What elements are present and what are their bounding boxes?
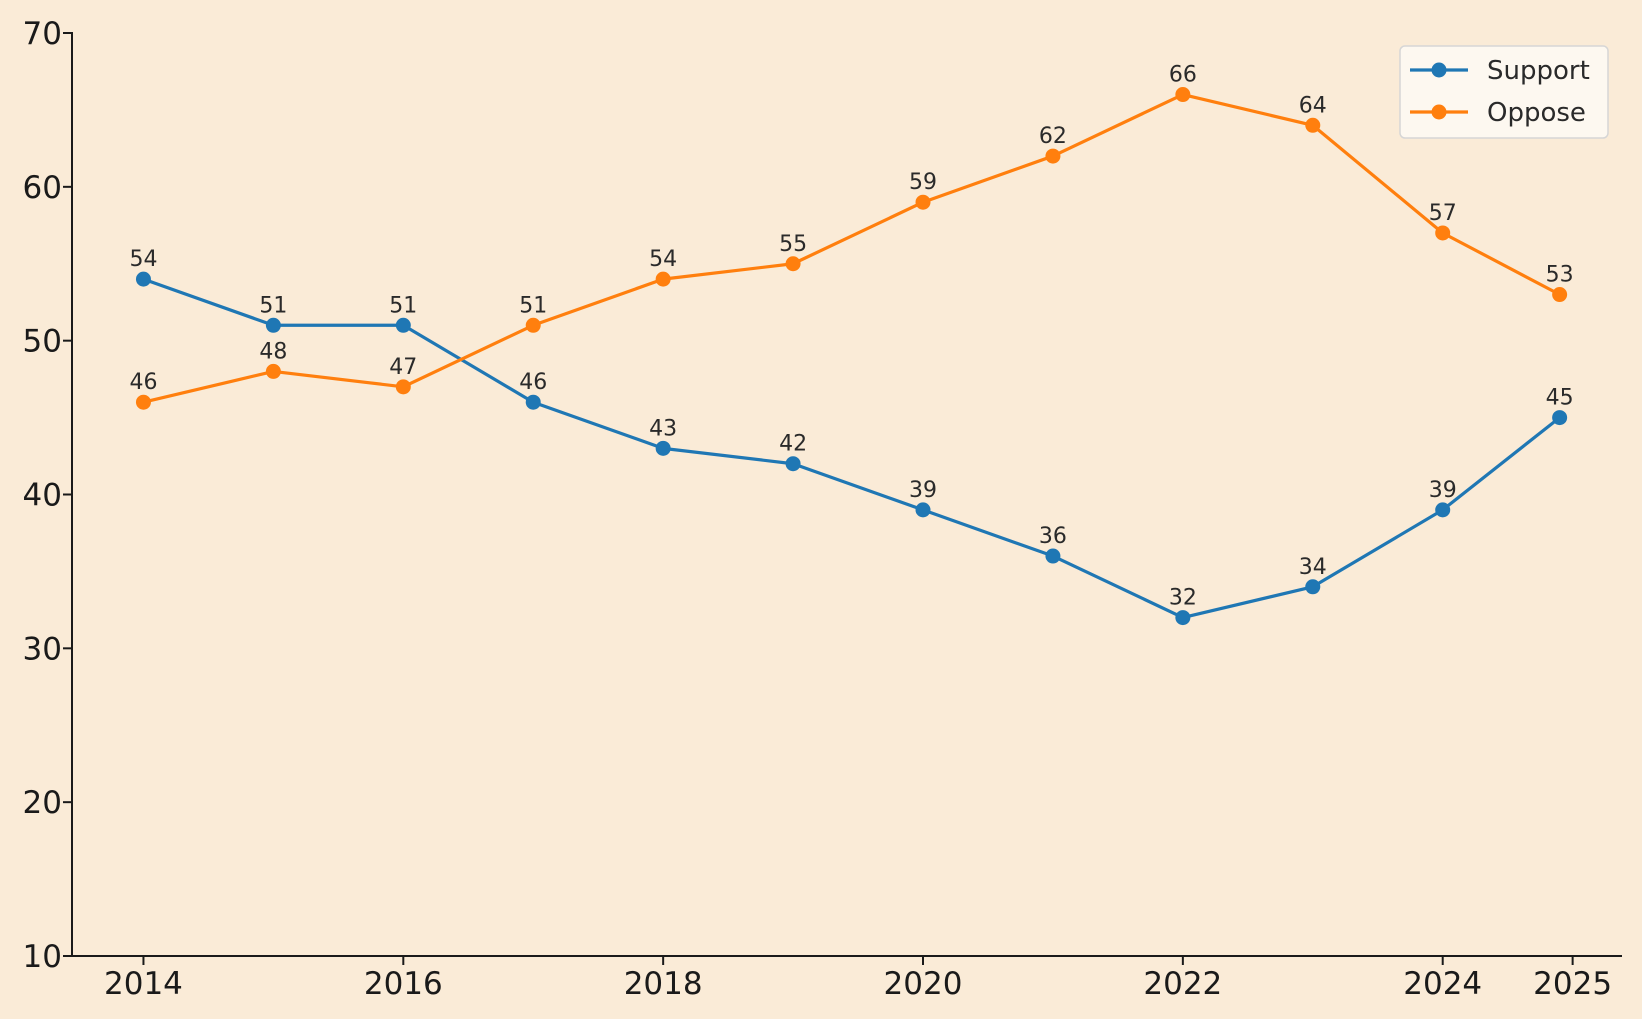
x-tick-label: 2014 xyxy=(104,966,183,1002)
support-data-label: 34 xyxy=(1299,555,1327,580)
data-labels-layer: 54 51 51 46 43 42 39 36 32 34 39 45 46 48 47 51 54 55 59 62… xyxy=(129,63,1573,611)
legend-oppose-label: Oppose xyxy=(1487,98,1586,128)
support-data-label: 39 xyxy=(909,478,937,503)
support-data-label: 51 xyxy=(259,293,287,318)
x-tick-label: 2022 xyxy=(1143,966,1222,1002)
oppose-point xyxy=(135,394,151,410)
support-point xyxy=(785,456,801,472)
oppose-data-label: 48 xyxy=(259,339,287,364)
support-point xyxy=(525,394,541,410)
oppose-data-label: 47 xyxy=(389,355,417,380)
oppose-point xyxy=(265,363,281,379)
support-point xyxy=(1175,610,1191,626)
oppose-series-line xyxy=(143,92,1561,404)
x-tick-label: 2020 xyxy=(884,966,963,1002)
oppose-point xyxy=(785,256,801,272)
oppose-data-label: 53 xyxy=(1546,263,1574,288)
legend: Support Oppose xyxy=(1399,45,1609,139)
x-tick-label: 2016 xyxy=(364,966,443,1002)
y-tick-label: 30 xyxy=(23,631,62,667)
oppose-point xyxy=(1045,148,1061,164)
support-point xyxy=(655,440,671,456)
oppose-point xyxy=(525,317,541,333)
series-layer xyxy=(135,87,1568,626)
oppose-point xyxy=(395,379,411,395)
x-tick-label: 2025 xyxy=(1533,966,1612,1002)
support-point xyxy=(135,271,151,287)
oppose-data-label: 57 xyxy=(1429,201,1457,226)
oppose-point xyxy=(1305,117,1321,133)
support-point xyxy=(395,317,411,333)
oppose-data-label: 51 xyxy=(519,293,547,318)
oppose-point xyxy=(1435,225,1451,241)
oppose-data-label: 62 xyxy=(1039,124,1067,149)
support-point xyxy=(1045,548,1061,564)
legend-oppose-marker xyxy=(1431,104,1447,120)
oppose-point xyxy=(1175,87,1191,103)
support-point xyxy=(1305,579,1321,595)
support-point xyxy=(1552,410,1568,426)
support-data-label: 32 xyxy=(1169,586,1197,611)
support-data-label: 36 xyxy=(1039,524,1067,549)
oppose-data-label: 46 xyxy=(129,370,157,395)
legend-support-marker xyxy=(1431,62,1447,78)
support-point xyxy=(265,317,281,333)
support-data-label: 46 xyxy=(519,370,547,395)
oppose-data-label: 59 xyxy=(909,170,937,195)
support-data-label: 51 xyxy=(389,293,417,318)
support-series-line xyxy=(142,277,1561,620)
axes: 10 20 30 40 50 60 70 2014 2016 2018 2020 2022 2024 20… xyxy=(23,16,1622,1002)
support-point xyxy=(1435,502,1451,518)
oppose-point xyxy=(915,194,931,210)
oppose-data-label: 54 xyxy=(649,247,677,272)
oppose-data-label: 64 xyxy=(1299,93,1327,118)
oppose-data-label: 66 xyxy=(1169,63,1197,88)
oppose-point xyxy=(1552,287,1568,303)
support-point xyxy=(915,502,931,518)
support-data-label: 39 xyxy=(1429,478,1457,503)
y-tick-label: 10 xyxy=(23,939,62,975)
oppose-point xyxy=(655,271,671,287)
y-tick-label: 40 xyxy=(23,478,62,514)
support-data-label: 54 xyxy=(129,247,157,272)
support-data-label: 45 xyxy=(1546,386,1574,411)
y-tick-label: 60 xyxy=(23,170,62,206)
legend-support-label: Support xyxy=(1487,56,1590,86)
x-tick-label: 2018 xyxy=(624,966,703,1002)
y-tick-label: 50 xyxy=(23,324,62,360)
y-tick-label: 20 xyxy=(23,785,62,821)
y-tick-label: 70 xyxy=(23,16,62,52)
support-data-label: 42 xyxy=(779,432,807,457)
oppose-data-label: 55 xyxy=(779,232,807,257)
x-tick-label: 2024 xyxy=(1403,966,1482,1002)
support-data-label: 43 xyxy=(649,416,677,441)
